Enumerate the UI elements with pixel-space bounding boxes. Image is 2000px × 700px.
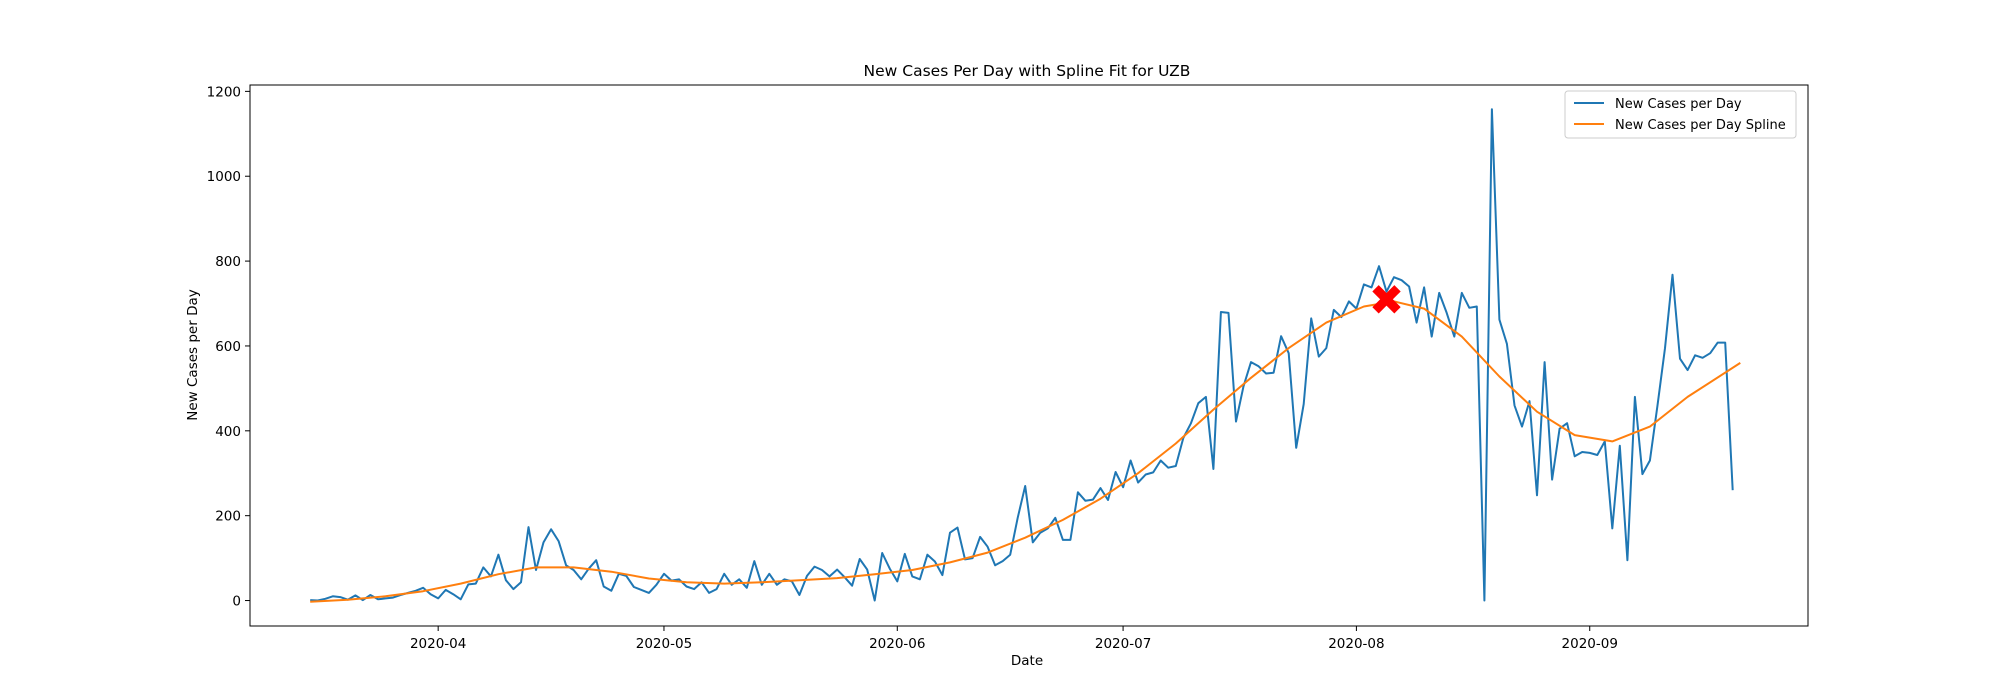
x-axis-label: Date (1011, 653, 1043, 669)
x-tick-label: 2020-09 (1562, 636, 1618, 652)
x-tick-label: 2020-08 (1328, 636, 1384, 652)
x-tick-label: 2020-07 (1095, 636, 1151, 652)
x-tick-label: 2020-04 (410, 636, 466, 652)
series-line-spline (310, 300, 1741, 603)
legend-label-new-cases: New Cases per Day (1615, 97, 1742, 112)
chart-title: New Cases Per Day with Spline Fit for UZ… (864, 62, 1191, 80)
y-tick-label: 200 (215, 509, 241, 525)
plot-area (310, 108, 1741, 603)
max-point-marker-stroke-b (1372, 285, 1401, 314)
y-tick-label: 800 (215, 254, 241, 270)
legend: New Cases per Day New Cases per Day Spli… (1564, 90, 1797, 139)
legend-label-spline: New Cases per Day Spline (1615, 118, 1786, 133)
plot-frame (249, 84, 1809, 627)
y-tick-label: 0 (232, 594, 241, 610)
legend-box (1564, 90, 1797, 139)
y-tick-label: 1200 (207, 84, 241, 100)
y-tick-label: 400 (215, 424, 241, 440)
series-line-new-cases (310, 108, 1734, 602)
x-tick-label: 2020-06 (869, 636, 925, 652)
y-tick-label: 1000 (207, 169, 241, 185)
y-axis-label: New Cases per Day (185, 289, 201, 420)
axes: 0 200 400 600 800 1000 1200 2020-04 2020-05 2020-… (207, 84, 1809, 652)
x-tick-label: 2020-05 (636, 636, 692, 652)
y-tick-label: 600 (215, 339, 241, 355)
max-point-marker (1372, 285, 1401, 314)
